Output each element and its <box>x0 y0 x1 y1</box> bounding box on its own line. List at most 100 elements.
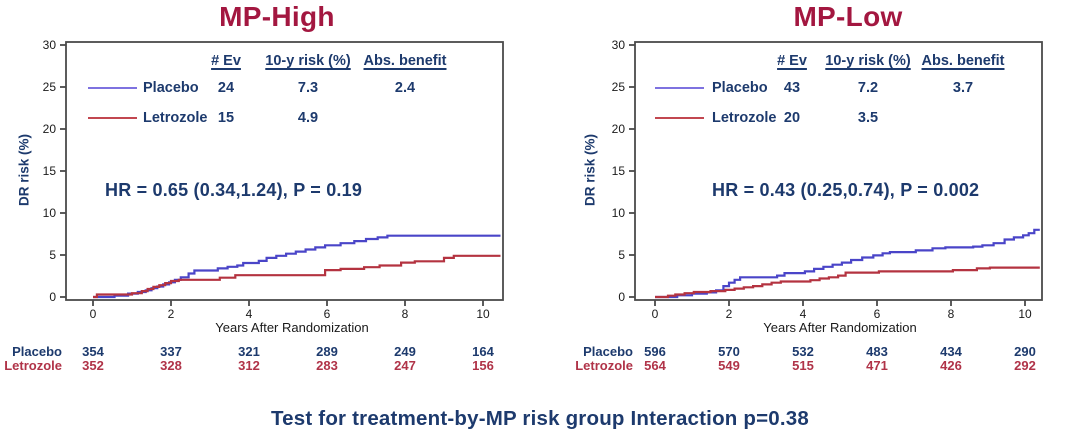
legend-ev-value: 15 <box>217 110 235 126</box>
svg-text:20: 20 <box>43 122 57 136</box>
legend-ev-value: 43 <box>783 80 801 96</box>
letrozole-line-swatch <box>655 117 704 119</box>
at-risk-count: 164 <box>472 344 494 359</box>
svg-text:5: 5 <box>618 248 625 262</box>
svg-text:0: 0 <box>49 290 56 304</box>
at-risk-count: 290 <box>1014 344 1036 359</box>
at-risk-count: 426 <box>940 358 962 373</box>
at-risk-count: 156 <box>472 358 494 373</box>
svg-text:2: 2 <box>168 307 175 321</box>
legend-series-name: Letrozole <box>143 110 208 126</box>
at-risk-row-label: Placebo <box>12 344 62 359</box>
at-risk-count: 483 <box>866 344 888 359</box>
legend-header-row: # Ev 10-y risk (%) Abs. benefit <box>540 52 1080 70</box>
legend-header-benefit: Abs. benefit <box>921 53 1005 69</box>
legend-risk-value: 4.9 <box>297 110 319 126</box>
svg-text:20: 20 <box>612 122 626 136</box>
legend-header-ev: # Ev <box>777 53 807 69</box>
km-plot: 0 5 10 15 20 25 30 0 2 4 6 8 10 <box>612 38 1043 321</box>
legend-benefit-value: 2.4 <box>394 80 416 96</box>
svg-text:30: 30 <box>612 38 626 52</box>
legend-row-placebo: Placebo 43 7.2 3.7 <box>540 79 1080 97</box>
placebo-line-swatch <box>655 87 704 89</box>
hr-annotation: HR = 0.65 (0.34,1.24), P = 0.19 <box>105 180 363 200</box>
svg-text:2: 2 <box>726 307 733 321</box>
at-risk-count: 434 <box>940 344 962 359</box>
interaction-test-footer: Test for treatment-by-MP risk group Inte… <box>270 407 810 430</box>
at-risk-count: 312 <box>238 358 260 373</box>
legend-row-letrozole: Letrozole 20 3.5 <box>540 109 1080 127</box>
placebo-line-swatch <box>88 87 137 89</box>
svg-text:15: 15 <box>612 164 626 178</box>
legend-benefit-value: 3.7 <box>952 80 974 96</box>
at-risk-row-letrozole: Letrozole 564 549 515 471 426 292 <box>540 359 1080 373</box>
svg-text:10: 10 <box>476 307 490 321</box>
at-risk-count: 596 <box>644 344 666 359</box>
svg-text:6: 6 <box>874 307 881 321</box>
at-risk-count: 292 <box>1014 358 1036 373</box>
x-axis-label: Years After Randomization <box>215 320 369 335</box>
at-risk-count: 328 <box>160 358 182 373</box>
legend-row-letrozole: Letrozole 15 4.9 <box>0 109 540 127</box>
legend-row-placebo: Placebo 24 7.3 2.4 <box>0 79 540 97</box>
at-risk-count: 249 <box>394 344 416 359</box>
svg-text:30: 30 <box>43 38 57 52</box>
letrozole-line-swatch <box>88 117 137 119</box>
svg-text:0: 0 <box>652 307 659 321</box>
legend-header-risk: 10-y risk (%) <box>265 53 351 69</box>
at-risk-row-label: Letrozole <box>575 358 633 373</box>
at-risk-count: 564 <box>644 358 666 373</box>
chart-title: MP-High <box>219 1 335 32</box>
svg-text:0: 0 <box>618 290 625 304</box>
at-risk-count: 471 <box>866 358 888 373</box>
at-risk-count: 247 <box>394 358 416 373</box>
svg-text:5: 5 <box>49 248 56 262</box>
at-risk-count: 337 <box>160 344 182 359</box>
at-risk-count: 532 <box>792 344 814 359</box>
svg-text:8: 8 <box>402 307 409 321</box>
svg-text:15: 15 <box>43 164 57 178</box>
svg-text:4: 4 <box>246 307 253 321</box>
at-risk-row-label: Letrozole <box>4 358 62 373</box>
legend-risk-value: 7.3 <box>297 80 319 96</box>
at-risk-count: 570 <box>718 344 740 359</box>
legend-series-name: Placebo <box>143 80 199 96</box>
svg-text:10: 10 <box>1018 307 1032 321</box>
legend-header-ev: # Ev <box>211 53 241 69</box>
svg-text:8: 8 <box>948 307 955 321</box>
legend-series-name: Placebo <box>712 80 768 96</box>
at-risk-count: 549 <box>718 358 740 373</box>
svg-text:25: 25 <box>43 80 57 94</box>
at-risk-count: 352 <box>82 358 104 373</box>
at-risk-row-label: Placebo <box>583 344 633 359</box>
legend-risk-value: 3.5 <box>857 110 879 126</box>
at-risk-count: 321 <box>238 344 260 359</box>
svg-text:4: 4 <box>800 307 807 321</box>
at-risk-count: 283 <box>316 358 338 373</box>
at-risk-row-letrozole: Letrozole 352 328 312 283 247 156 <box>0 359 540 373</box>
svg-text:0: 0 <box>90 307 97 321</box>
svg-text:25: 25 <box>612 80 626 94</box>
svg-text:10: 10 <box>612 206 626 220</box>
at-risk-count: 354 <box>82 344 104 359</box>
svg-text:6: 6 <box>324 307 331 321</box>
x-axis-label: Years After Randomization <box>763 320 917 335</box>
legend-risk-value: 7.2 <box>857 80 879 96</box>
chart-title: MP-Low <box>793 1 903 32</box>
legend-header-row: # Ev 10-y risk (%) Abs. benefit <box>0 52 540 70</box>
at-risk-row-placebo: Placebo 596 570 532 483 434 290 <box>540 345 1080 359</box>
panel-mp-high: MP-High DR risk (%) 0 5 10 15 20 25 30 0 2 4 6 8 10 … <box>0 1 540 373</box>
legend-header-risk: 10-y risk (%) <box>825 53 911 69</box>
legend-header-benefit: Abs. benefit <box>363 53 447 69</box>
at-risk-count: 515 <box>792 358 814 373</box>
at-risk-count: 289 <box>316 344 338 359</box>
hr-annotation: HR = 0.43 (0.25,0.74), P = 0.002 <box>712 180 980 200</box>
legend-series-name: Letrozole <box>712 110 777 126</box>
panel-mp-low: MP-Low DR risk (%) 0 5 10 15 20 25 30 0 2 4 6 8 10 #… <box>540 0 1080 441</box>
svg-text:10: 10 <box>43 206 57 220</box>
legend-ev-value: 24 <box>217 80 235 96</box>
legend-ev-value: 20 <box>783 110 801 126</box>
at-risk-row-placebo: Placebo 354 337 321 289 249 164 <box>0 345 540 359</box>
